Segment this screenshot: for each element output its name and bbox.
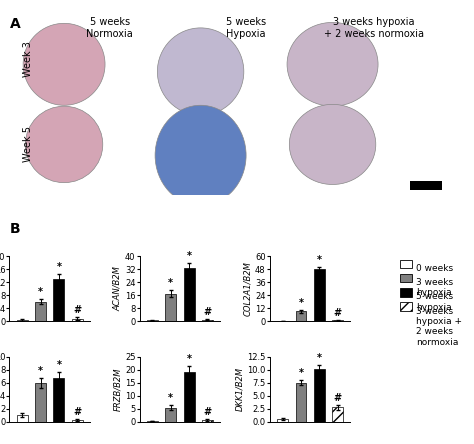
Bar (332, 320, 343, 321)
Ellipse shape (157, 28, 244, 115)
Bar (183, 373, 195, 422)
Text: 5 weeks
Hypoxia: 5 weeks Hypoxia (226, 17, 266, 39)
Bar (54, 378, 64, 422)
Text: #: # (203, 307, 211, 317)
Bar (165, 293, 176, 321)
Text: *: * (187, 354, 191, 364)
Text: *: * (299, 369, 303, 378)
Text: *: * (168, 278, 173, 289)
Text: 0 weeks: 0 weeks (416, 264, 453, 273)
Text: *: * (56, 360, 61, 370)
Y-axis label: FRZB/B2M: FRZB/B2M (113, 368, 122, 411)
Ellipse shape (289, 104, 376, 185)
Text: #: # (203, 407, 211, 417)
Bar (332, 407, 343, 422)
Text: *: * (317, 353, 322, 363)
Text: Week 3: Week 3 (23, 41, 33, 77)
Text: *: * (187, 251, 191, 261)
Text: #: # (73, 407, 81, 416)
Bar (410, 181, 442, 190)
Bar (295, 383, 307, 422)
Text: 5 weeks hypoxia: 5 weeks hypoxia (416, 292, 453, 312)
Text: *: * (38, 287, 43, 297)
Y-axis label: COL2A1/B2M: COL2A1/B2M (243, 261, 252, 316)
Bar (54, 279, 64, 321)
Bar (202, 420, 213, 422)
Text: 3 weeks hypoxia: 3 weeks hypoxia (416, 278, 453, 297)
Bar (35, 302, 46, 321)
Text: A: A (9, 17, 20, 31)
Text: #: # (73, 305, 81, 315)
Bar (165, 408, 176, 422)
Bar (17, 415, 28, 422)
FancyBboxPatch shape (400, 288, 412, 297)
Bar (35, 383, 46, 422)
Text: *: * (299, 298, 303, 308)
Bar (202, 320, 213, 321)
Text: #: # (334, 308, 342, 318)
Y-axis label: ACAN/B2M: ACAN/B2M (113, 266, 122, 311)
Ellipse shape (26, 106, 103, 182)
Text: #: # (334, 392, 342, 403)
Bar (72, 319, 82, 321)
Bar (17, 320, 28, 321)
Bar (147, 421, 158, 422)
Bar (314, 369, 325, 422)
FancyBboxPatch shape (400, 259, 412, 268)
Bar (295, 311, 307, 321)
Ellipse shape (287, 23, 378, 106)
Bar (183, 268, 195, 321)
Bar (72, 420, 82, 422)
Text: 5 weeks
Normoxia: 5 weeks Normoxia (86, 17, 133, 39)
Text: *: * (317, 254, 322, 265)
FancyBboxPatch shape (400, 274, 412, 282)
Bar (314, 269, 325, 321)
Ellipse shape (23, 24, 105, 105)
Text: *: * (38, 366, 43, 376)
Text: 3 weeks hypoxia
+ 2 weeks normoxia: 3 weeks hypoxia + 2 weeks normoxia (324, 17, 423, 39)
Text: 3 weeks hypoxia +
2 weeks normoxia: 3 weeks hypoxia + 2 weeks normoxia (416, 306, 462, 347)
Y-axis label: DKK1/B2M: DKK1/B2M (236, 367, 245, 412)
Text: *: * (56, 262, 61, 272)
Text: B: B (9, 222, 20, 236)
Ellipse shape (155, 105, 246, 206)
Text: Week 5: Week 5 (23, 127, 33, 163)
FancyBboxPatch shape (400, 302, 412, 311)
Bar (277, 419, 288, 422)
Text: *: * (168, 393, 173, 404)
